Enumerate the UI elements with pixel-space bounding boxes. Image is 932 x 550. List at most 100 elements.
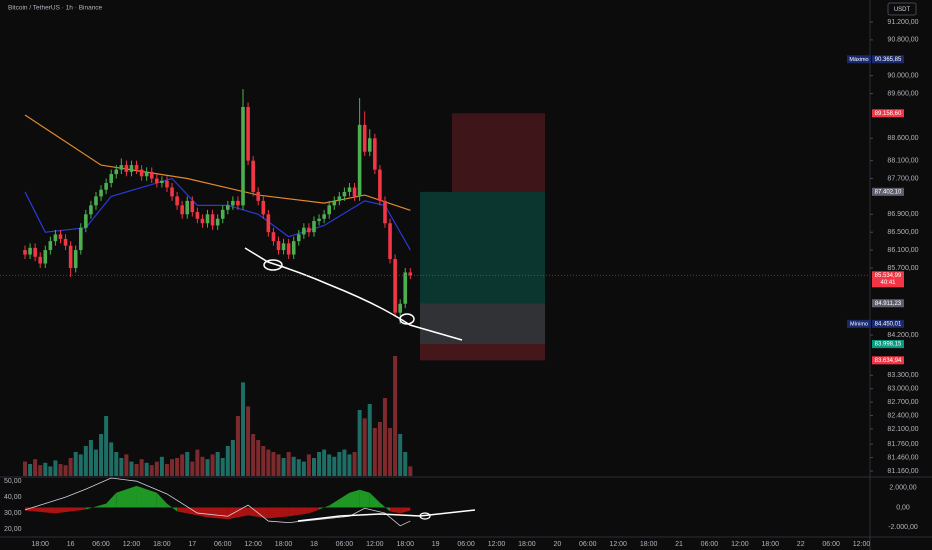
histogram-area	[319, 505, 330, 510]
candle-body	[160, 180, 164, 183]
price-label-box	[872, 55, 904, 64]
candle-body	[38, 256, 43, 264]
x-tick-label: 12:00	[244, 541, 262, 548]
histogram-area	[359, 489, 370, 508]
y-tick-label: 90.000,00	[887, 73, 918, 80]
price-label: 84.450,01	[875, 321, 902, 327]
volume-bar	[382, 398, 387, 476]
y-tick-label: 81.760,00	[887, 441, 918, 448]
volume-bar	[43, 462, 48, 476]
circle-marker	[419, 512, 431, 520]
candle-body	[246, 106, 250, 161]
y-tick-label: 81.460,00	[887, 454, 918, 461]
x-tick-label: 12:00	[609, 541, 627, 548]
candle-body	[352, 187, 357, 197]
volume-bar	[256, 440, 261, 476]
y-tick-label: 88.100,00	[887, 157, 918, 164]
volume-bar	[78, 454, 83, 476]
candle-body	[175, 196, 179, 206]
candle-body	[342, 191, 347, 197]
candle-body	[205, 214, 210, 224]
candle-body	[251, 160, 255, 192]
oscillator-line	[24, 477, 411, 527]
price-tag-box	[847, 319, 871, 328]
candle-body	[271, 232, 276, 242]
candle-body	[43, 250, 48, 264]
volume-bar	[93, 449, 98, 476]
histogram-area	[136, 485, 157, 508]
volume-bar	[347, 454, 352, 476]
volume-bar	[377, 422, 382, 476]
candle-body	[388, 223, 392, 260]
osc-y2-tick-label: 0,00	[896, 504, 910, 511]
candle-body	[53, 234, 58, 242]
currency-button[interactable]	[887, 2, 917, 16]
volume-bar	[119, 458, 124, 476]
volume-bar	[357, 410, 362, 476]
osc-y-tick-label: 20,00	[4, 526, 22, 533]
x-tick-label: 18:00	[396, 541, 414, 548]
candle-body	[398, 303, 402, 313]
volume-bar	[332, 456, 337, 476]
volume-bar	[104, 416, 109, 476]
volume-bar	[175, 458, 180, 476]
candle-body	[58, 234, 63, 239]
x-tick-label: 22	[797, 541, 805, 548]
histogram-area	[268, 507, 289, 519]
price-label-box	[872, 299, 904, 308]
candle-body	[119, 165, 124, 170]
x-tick-label: 12:00	[123, 541, 141, 548]
candle-body	[195, 212, 200, 219]
volume-bar	[311, 458, 316, 476]
volume-bar	[48, 466, 53, 476]
x-tick-label: 18:00	[153, 541, 171, 548]
y-tick-label: 89.600,00	[887, 90, 918, 97]
volume-bar	[195, 449, 200, 476]
candle-body	[281, 243, 286, 251]
candle-body	[129, 165, 134, 172]
candle-body	[48, 241, 53, 251]
candle-body	[241, 106, 245, 206]
x-tick-label: 20	[553, 541, 561, 548]
osc-y2-tick-label: -2.000,00	[888, 524, 918, 531]
x-tick-label: 06:00	[701, 541, 719, 548]
y-tick-label: 91.200,00	[887, 19, 918, 26]
volume-bar	[261, 446, 266, 476]
x-tick-label: 06:00	[579, 541, 597, 548]
volume-bar	[200, 456, 205, 476]
price-tag: Máximo	[849, 57, 868, 63]
x-tick-label: 18:00	[762, 541, 780, 548]
volume-bar	[124, 454, 129, 476]
x-tick-label: 17	[188, 541, 196, 548]
currency[interactable]: USDT	[894, 7, 911, 13]
volume-bar	[286, 452, 291, 476]
candle-body	[185, 200, 190, 215]
candle-body	[165, 180, 169, 188]
volume-bar	[180, 454, 185, 476]
volume-bar	[190, 461, 195, 476]
oscillator: 50,00 40,00 30,00 20,00 2.000,00 0,00 -2.000,0…	[4, 477, 918, 533]
volume-bar	[398, 434, 403, 476]
histogram-area	[55, 507, 86, 514]
candle-body	[124, 165, 129, 172]
volume-bar	[134, 464, 139, 476]
volume-bar	[327, 454, 332, 476]
histogram-area	[349, 489, 360, 508]
volume-bar	[210, 454, 215, 476]
candle-body	[231, 200, 235, 206]
volume-bar	[337, 452, 342, 476]
histogram-area	[106, 492, 117, 508]
candle-body	[337, 196, 342, 201]
candle-body	[367, 138, 372, 152]
volume-bar	[317, 452, 322, 476]
histogram-area	[400, 507, 411, 514]
candle-body	[155, 178, 159, 183]
volume-bar	[88, 440, 93, 476]
volume-bar	[246, 406, 251, 476]
volume-bar	[306, 454, 311, 476]
volume-bar	[58, 464, 63, 476]
candle-body	[357, 124, 362, 197]
candle-body	[63, 238, 68, 246]
candle-body	[109, 174, 113, 183]
x-tick-label: 12:00	[488, 541, 506, 548]
